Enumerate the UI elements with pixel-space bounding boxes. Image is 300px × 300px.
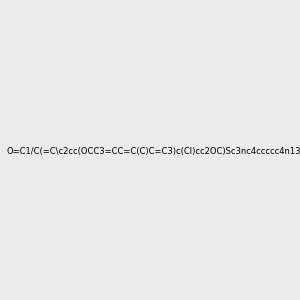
- Text: O=C1/C(=C\c2cc(OCC3=CC=C(C)C=C3)c(Cl)cc2OC)Sc3nc4ccccc4n13: O=C1/C(=C\c2cc(OCC3=CC=C(C)C=C3)c(Cl)cc2…: [7, 147, 300, 156]
